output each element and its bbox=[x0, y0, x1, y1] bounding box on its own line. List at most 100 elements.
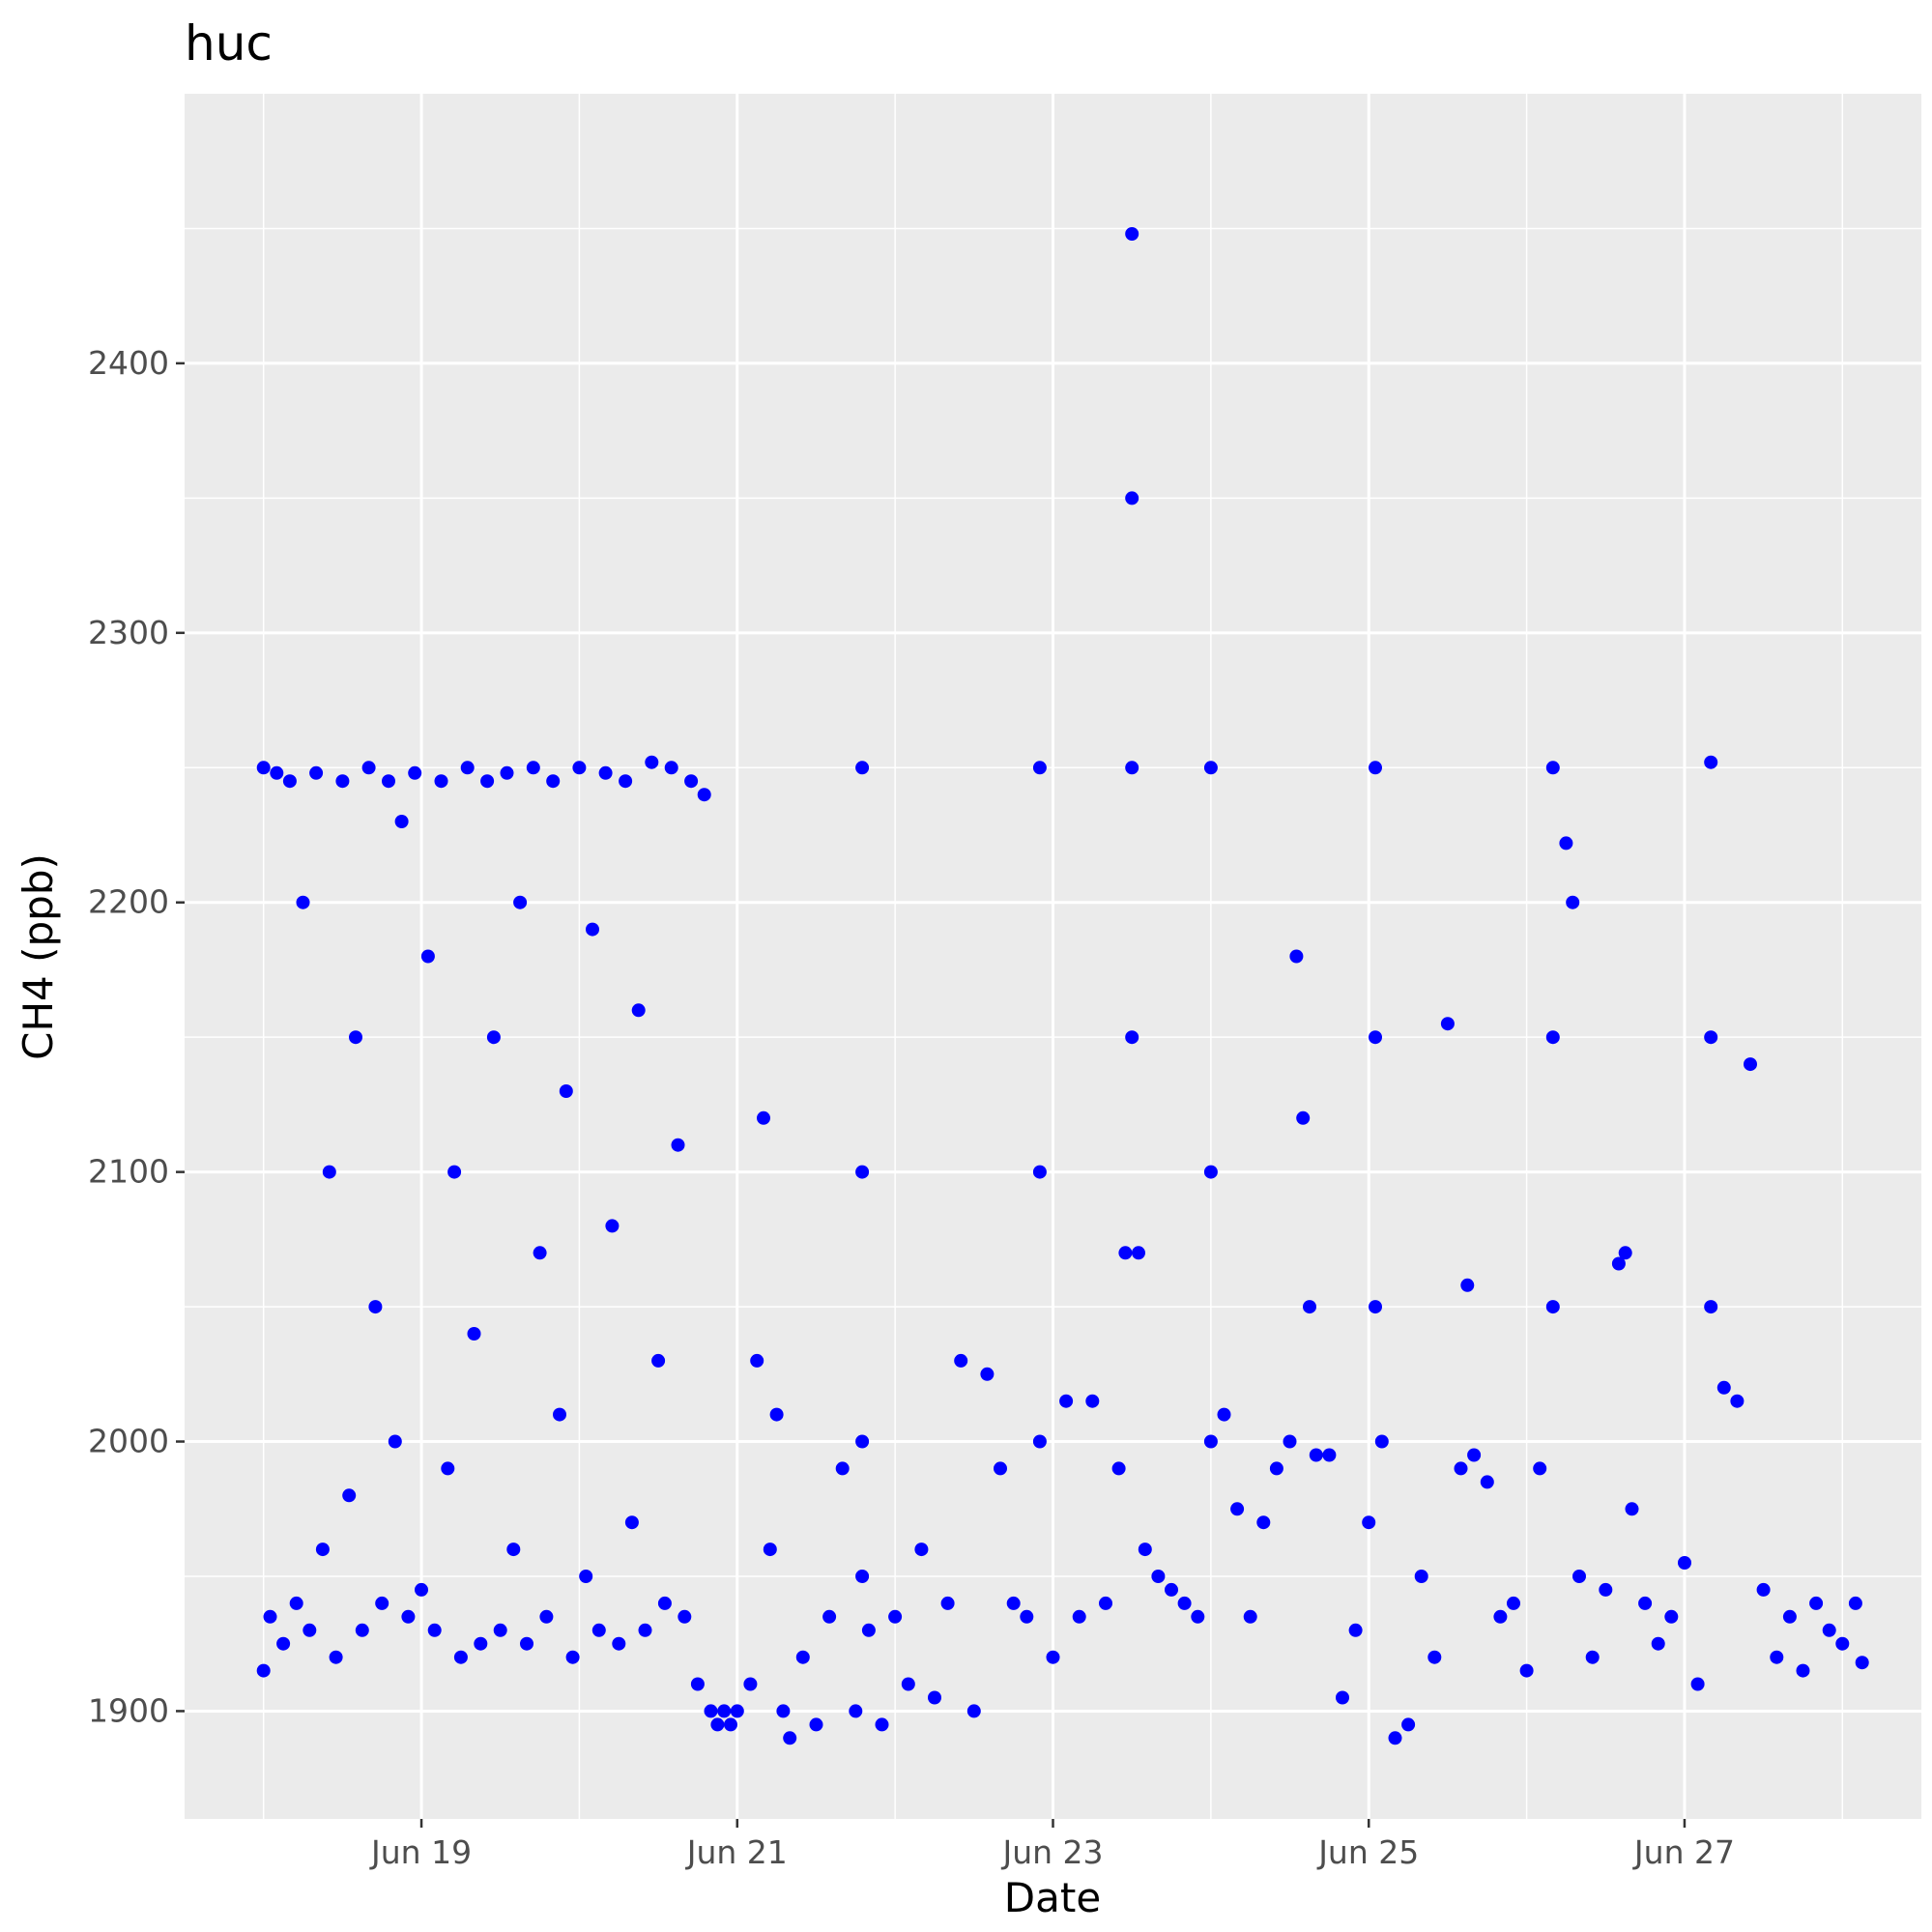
data-point bbox=[1217, 1407, 1231, 1422]
data-point bbox=[835, 1461, 850, 1476]
data-point bbox=[750, 1353, 764, 1368]
data-point bbox=[697, 788, 711, 802]
data-point bbox=[1454, 1461, 1468, 1476]
data-point bbox=[1125, 491, 1139, 505]
data-point bbox=[1369, 1300, 1382, 1314]
x-axis-title: Date bbox=[1004, 1874, 1101, 1921]
data-point bbox=[1203, 761, 1218, 775]
y-axis-title: CH4 (ppb) bbox=[14, 853, 62, 1060]
data-point bbox=[270, 765, 284, 780]
data-point bbox=[1072, 1609, 1086, 1624]
data-point bbox=[795, 1650, 810, 1664]
data-point bbox=[849, 1704, 863, 1718]
y-tick-label: 2100 bbox=[88, 1153, 169, 1191]
y-tick-label: 2400 bbox=[88, 344, 169, 382]
data-point bbox=[664, 761, 678, 775]
chart-title: huc bbox=[185, 15, 273, 72]
data-point bbox=[506, 1543, 521, 1557]
data-point bbox=[1427, 1650, 1442, 1664]
data-point bbox=[1020, 1609, 1034, 1624]
data-point bbox=[420, 949, 435, 964]
data-point bbox=[861, 1623, 876, 1637]
data-point bbox=[1716, 1380, 1731, 1395]
data-point bbox=[256, 761, 271, 775]
data-point bbox=[1545, 761, 1560, 775]
data-point bbox=[1203, 1165, 1218, 1179]
data-point bbox=[1132, 1246, 1145, 1260]
data-point bbox=[928, 1690, 941, 1705]
data-point bbox=[809, 1717, 823, 1732]
data-point bbox=[1125, 227, 1139, 241]
data-point bbox=[1566, 895, 1580, 909]
data-point bbox=[1440, 1017, 1455, 1031]
data-point bbox=[678, 1609, 692, 1624]
data-point bbox=[704, 1704, 718, 1718]
data-point bbox=[263, 1609, 277, 1624]
data-point bbox=[388, 1434, 402, 1449]
data-point bbox=[980, 1367, 995, 1381]
data-point bbox=[309, 765, 324, 780]
data-point bbox=[1230, 1502, 1245, 1516]
y-tick-label: 2300 bbox=[88, 614, 169, 651]
data-point bbox=[875, 1717, 889, 1732]
data-point bbox=[375, 1596, 389, 1610]
data-point bbox=[776, 1704, 791, 1718]
data-point bbox=[289, 1596, 303, 1610]
data-point bbox=[769, 1407, 784, 1422]
data-point bbox=[994, 1461, 1007, 1476]
data-point bbox=[1809, 1596, 1824, 1610]
data-point bbox=[1191, 1609, 1205, 1624]
data-point bbox=[624, 1515, 639, 1530]
x-tick-label: Jun 23 bbox=[1000, 1833, 1103, 1871]
data-point bbox=[1388, 1731, 1402, 1745]
data-point bbox=[1243, 1609, 1257, 1624]
data-point bbox=[355, 1623, 369, 1637]
y-tick-label: 2200 bbox=[88, 883, 169, 921]
data-point bbox=[855, 1570, 870, 1583]
data-point bbox=[572, 761, 587, 775]
data-point bbox=[1782, 1609, 1797, 1624]
data-point bbox=[1269, 1461, 1283, 1476]
data-point bbox=[1165, 1582, 1178, 1597]
data-point bbox=[1118, 1246, 1133, 1260]
data-point bbox=[486, 1030, 501, 1045]
x-tick-label: Jun 19 bbox=[369, 1833, 472, 1871]
data-point bbox=[368, 1300, 383, 1314]
x-tick-label: Jun 21 bbox=[685, 1833, 788, 1871]
data-point bbox=[888, 1609, 903, 1624]
data-point bbox=[1336, 1690, 1349, 1705]
data-point bbox=[460, 761, 475, 775]
data-point bbox=[559, 1084, 573, 1098]
data-point bbox=[855, 1165, 870, 1179]
data-point bbox=[276, 1636, 291, 1651]
data-point bbox=[1032, 1165, 1047, 1179]
data-point bbox=[1374, 1434, 1389, 1449]
data-point bbox=[1651, 1636, 1665, 1651]
data-point bbox=[1283, 1434, 1297, 1449]
data-point bbox=[1099, 1596, 1112, 1610]
data-point bbox=[724, 1717, 737, 1732]
data-point bbox=[520, 1636, 533, 1651]
data-point bbox=[441, 1461, 455, 1476]
data-point bbox=[382, 774, 395, 789]
data-point bbox=[1151, 1570, 1166, 1583]
data-point bbox=[349, 1030, 362, 1045]
data-point bbox=[565, 1650, 580, 1664]
data-point bbox=[1006, 1596, 1021, 1610]
data-point bbox=[282, 774, 297, 789]
data-point bbox=[612, 1636, 626, 1651]
data-point bbox=[513, 895, 528, 909]
data-point bbox=[526, 761, 540, 775]
data-point bbox=[1625, 1502, 1639, 1516]
data-point bbox=[954, 1353, 968, 1368]
data-point bbox=[493, 1623, 507, 1637]
data-point bbox=[1533, 1461, 1547, 1476]
data-point bbox=[533, 1246, 547, 1260]
data-point bbox=[1704, 755, 1718, 769]
data-point bbox=[1493, 1609, 1508, 1624]
data-point bbox=[1348, 1623, 1363, 1637]
data-point bbox=[480, 774, 495, 789]
data-point bbox=[730, 1704, 744, 1718]
data-point bbox=[855, 1434, 870, 1449]
